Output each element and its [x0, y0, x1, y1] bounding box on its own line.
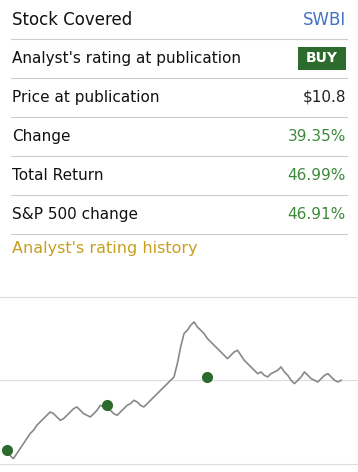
- Text: 46.91%: 46.91%: [288, 207, 346, 222]
- Text: BUY: BUY: [306, 51, 338, 66]
- Text: Analyst's rating history: Analyst's rating history: [12, 241, 198, 256]
- Text: SWBI: SWBI: [303, 11, 346, 29]
- Text: Change: Change: [12, 129, 71, 144]
- Text: Analyst's rating at publication: Analyst's rating at publication: [12, 51, 241, 66]
- FancyBboxPatch shape: [298, 47, 346, 70]
- Text: Stock Covered: Stock Covered: [12, 11, 132, 29]
- Text: $10.8: $10.8: [303, 90, 346, 105]
- Text: Price at publication: Price at publication: [12, 90, 160, 105]
- Text: 39.35%: 39.35%: [287, 129, 346, 144]
- Text: S&P 500 change: S&P 500 change: [12, 207, 138, 222]
- Text: 46.99%: 46.99%: [287, 168, 346, 183]
- Text: Total Return: Total Return: [12, 168, 103, 183]
